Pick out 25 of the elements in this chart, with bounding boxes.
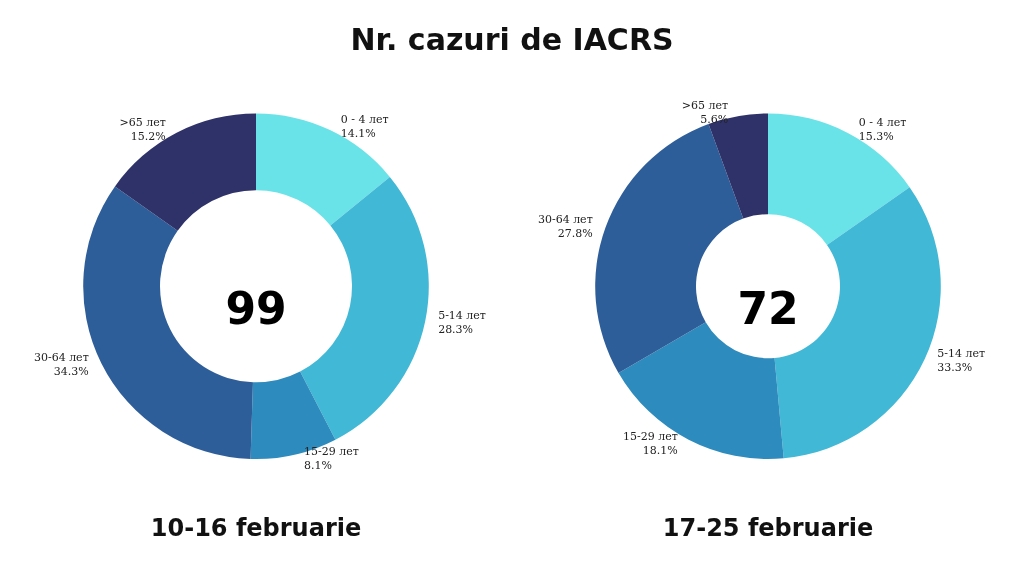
text: 72: [737, 282, 799, 334]
data-label: 15.3%: [858, 129, 894, 143]
slice-label: 15-29 лет: [623, 429, 678, 443]
data-label: 14.1%: [340, 126, 376, 140]
slice-label: 5-14 лет: [937, 347, 986, 361]
text: 99: [225, 282, 287, 334]
chart-title: Nr. cazuri de IACRS: [349, 22, 675, 57]
slice-label: 30-64 лет: [33, 351, 89, 365]
text: 10-16 februarie: [150, 514, 362, 542]
slice-label: >65 лет: [681, 98, 729, 112]
slice-label: 30-64 лет: [537, 212, 593, 226]
data-label: 15.2%: [130, 129, 166, 143]
data-label: 28.3%: [438, 322, 474, 336]
slice-label: >65 лет: [119, 115, 166, 129]
text: 17-25 februarie: [662, 514, 874, 542]
data-label: 27.8%: [557, 226, 593, 240]
data-label: 34.3%: [53, 365, 89, 379]
slice-label: 0 - 4 лет: [858, 115, 907, 129]
slice-label: 0 - 4 лет: [340, 112, 389, 126]
data-label: 5.6%: [700, 112, 729, 126]
slice-label: 5-14 лет: [438, 308, 486, 322]
data-label: 18.1%: [642, 443, 678, 457]
slice-label: 15-29 лет: [304, 445, 359, 459]
data-label: 8.1%: [304, 459, 333, 473]
data-label: 33.3%: [937, 361, 973, 375]
